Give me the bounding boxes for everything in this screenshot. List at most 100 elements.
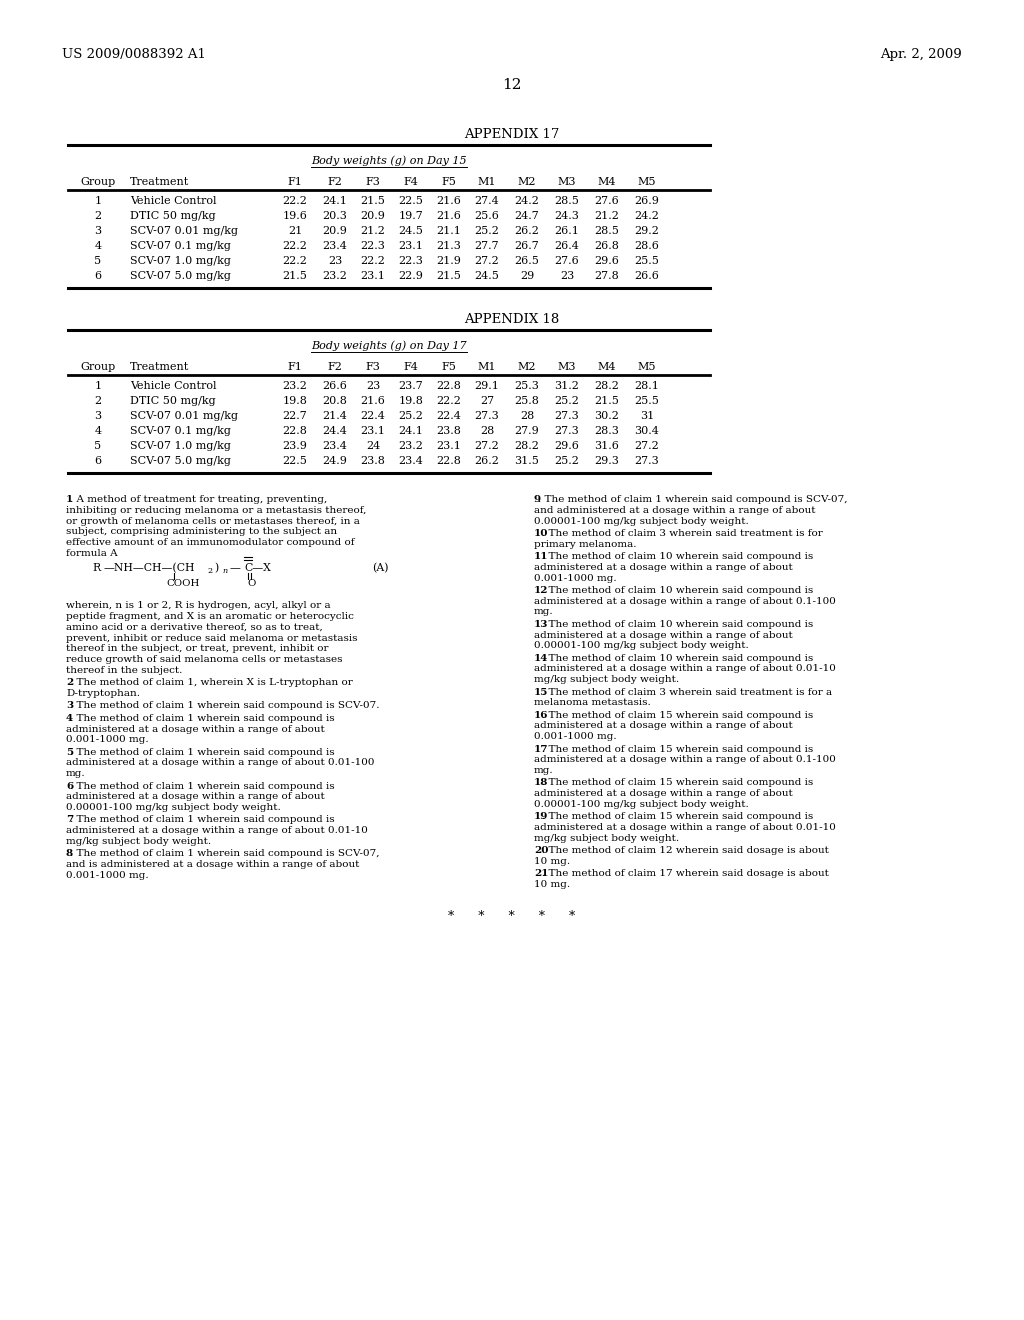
Text: administered at a dosage within a range of about: administered at a dosage within a range …	[534, 722, 793, 730]
Text: wherein, n is 1 or 2, R is hydrogen, acyl, alkyl or a: wherein, n is 1 or 2, R is hydrogen, acy…	[66, 602, 331, 610]
Text: . The method of claim 1 wherein said compound is SCV-07,: . The method of claim 1 wherein said com…	[70, 849, 380, 858]
Text: SCV-07 1.0 mg/kg: SCV-07 1.0 mg/kg	[130, 441, 230, 451]
Text: administered at a dosage within a range of about: administered at a dosage within a range …	[534, 631, 793, 640]
Text: 27.8: 27.8	[595, 271, 620, 281]
Text: 21: 21	[534, 870, 549, 878]
Text: 10: 10	[534, 529, 549, 539]
Text: administered at a dosage within a range of about: administered at a dosage within a range …	[66, 725, 325, 734]
Text: 29.2: 29.2	[635, 226, 659, 236]
Text: O: O	[247, 579, 255, 589]
Text: 3: 3	[94, 226, 101, 236]
Text: 22.2: 22.2	[283, 195, 307, 206]
Text: M5: M5	[638, 177, 656, 187]
Text: 7: 7	[66, 816, 74, 825]
Text: 21.3: 21.3	[436, 242, 462, 251]
Text: M5: M5	[638, 362, 656, 372]
Text: administered at a dosage within a range of about: administered at a dosage within a range …	[534, 562, 793, 572]
Text: and administered at a dosage within a range of about: and administered at a dosage within a ra…	[534, 506, 815, 515]
Text: F3: F3	[366, 177, 381, 187]
Text: 20.3: 20.3	[323, 211, 347, 220]
Text: 28: 28	[480, 426, 495, 436]
Text: 0.001-1000 mg.: 0.001-1000 mg.	[66, 871, 148, 880]
Text: —NH—CH—(CH: —NH—CH—(CH	[104, 564, 196, 574]
Text: 28.5: 28.5	[595, 226, 620, 236]
Text: 8: 8	[66, 849, 73, 858]
Text: M4: M4	[598, 362, 616, 372]
Text: 23.7: 23.7	[398, 381, 423, 391]
Text: 10 mg.: 10 mg.	[534, 857, 570, 866]
Text: . The method of claim 15 wherein said compound is: . The method of claim 15 wherein said co…	[542, 779, 813, 788]
Text: mg/kg subject body weight.: mg/kg subject body weight.	[534, 676, 679, 684]
Text: 21.9: 21.9	[436, 256, 462, 267]
Text: 18: 18	[534, 779, 549, 788]
Text: 4: 4	[66, 714, 73, 723]
Text: 17: 17	[534, 744, 549, 754]
Text: 28.5: 28.5	[555, 195, 580, 206]
Text: mg/kg subject body weight.: mg/kg subject body weight.	[66, 837, 211, 846]
Text: 9: 9	[534, 495, 541, 504]
Text: inhibiting or reducing melanoma or a metastasis thereof,: inhibiting or reducing melanoma or a met…	[66, 506, 367, 515]
Text: APPENDIX 18: APPENDIX 18	[464, 313, 560, 326]
Text: 24.1: 24.1	[398, 426, 424, 436]
Text: 0.001-1000 mg.: 0.001-1000 mg.	[66, 735, 148, 744]
Text: . The method of claim 1, wherein X is L-tryptophan or: . The method of claim 1, wherein X is L-…	[70, 678, 352, 688]
Text: 21.2: 21.2	[360, 226, 385, 236]
Text: M1: M1	[478, 177, 497, 187]
Text: administered at a dosage within a range of about 0.01-100: administered at a dosage within a range …	[66, 759, 375, 767]
Text: 21.5: 21.5	[436, 271, 462, 281]
Text: melanoma metastasis.: melanoma metastasis.	[534, 698, 650, 708]
Text: 22.7: 22.7	[283, 411, 307, 421]
Text: . The method of claim 15 wherein said compound is: . The method of claim 15 wherein said co…	[542, 710, 813, 719]
Text: and is administered at a dosage within a range of about: and is administered at a dosage within a…	[66, 861, 359, 869]
Text: 23.2: 23.2	[283, 381, 307, 391]
Text: 24.4: 24.4	[323, 426, 347, 436]
Text: F2: F2	[328, 362, 342, 372]
Text: Body weights (g) on Day 15: Body weights (g) on Day 15	[311, 154, 467, 165]
Text: 31: 31	[640, 411, 654, 421]
Text: 1: 1	[66, 495, 74, 504]
Text: 25.6: 25.6	[474, 211, 500, 220]
Text: 25.2: 25.2	[555, 455, 580, 466]
Text: . The method of claim 10 wherein said compound is: . The method of claim 10 wherein said co…	[542, 620, 813, 628]
Text: 26.6: 26.6	[323, 381, 347, 391]
Text: 27.7: 27.7	[475, 242, 500, 251]
Text: effective amount of an immunomodulator compound of: effective amount of an immunomodulator c…	[66, 539, 354, 548]
Text: 26.5: 26.5	[515, 256, 540, 267]
Text: 16: 16	[534, 710, 549, 719]
Text: . The method of claim 17 wherein said dosage is about: . The method of claim 17 wherein said do…	[542, 870, 828, 878]
Text: 20.9: 20.9	[323, 226, 347, 236]
Text: 19: 19	[534, 812, 549, 821]
Text: mg.: mg.	[534, 607, 554, 616]
Text: 27.2: 27.2	[475, 441, 500, 451]
Text: 23.4: 23.4	[323, 242, 347, 251]
Text: 22.8: 22.8	[436, 381, 462, 391]
Text: 23.2: 23.2	[398, 441, 424, 451]
Text: 6: 6	[94, 271, 101, 281]
Text: 28.1: 28.1	[635, 381, 659, 391]
Text: 23.1: 23.1	[398, 242, 424, 251]
Text: 27.4: 27.4	[475, 195, 500, 206]
Text: 21.2: 21.2	[595, 211, 620, 220]
Text: 20: 20	[534, 846, 549, 855]
Text: 11: 11	[534, 552, 549, 561]
Text: 23.2: 23.2	[323, 271, 347, 281]
Text: . The method of claim 3 wherein said treatment is for a: . The method of claim 3 wherein said tre…	[542, 688, 831, 697]
Text: SCV-07 1.0 mg/kg: SCV-07 1.0 mg/kg	[130, 256, 230, 267]
Text: 13: 13	[534, 620, 549, 628]
Text: F5: F5	[441, 177, 457, 187]
Text: D-tryptophan.: D-tryptophan.	[66, 689, 140, 698]
Text: reduce growth of said melanoma cells or metastases: reduce growth of said melanoma cells or …	[66, 655, 342, 664]
Text: 29.1: 29.1	[474, 381, 500, 391]
Text: 24.2: 24.2	[515, 195, 540, 206]
Text: 0.001-1000 mg.: 0.001-1000 mg.	[534, 733, 616, 742]
Text: . The method of claim 12 wherein said dosage is about: . The method of claim 12 wherein said do…	[542, 846, 828, 855]
Text: . The method of claim 1 wherein said compound is: . The method of claim 1 wherein said com…	[70, 747, 335, 756]
Text: 23.8: 23.8	[360, 455, 385, 466]
Text: 25.2: 25.2	[398, 411, 424, 421]
Text: . The method of claim 1 wherein said compound is: . The method of claim 1 wherein said com…	[70, 714, 335, 723]
Text: 31.5: 31.5	[515, 455, 540, 466]
Text: 29.6: 29.6	[555, 441, 580, 451]
Text: . The method of claim 10 wherein said compound is: . The method of claim 10 wherein said co…	[542, 552, 813, 561]
Text: 22.5: 22.5	[398, 195, 424, 206]
Text: 22.4: 22.4	[436, 411, 462, 421]
